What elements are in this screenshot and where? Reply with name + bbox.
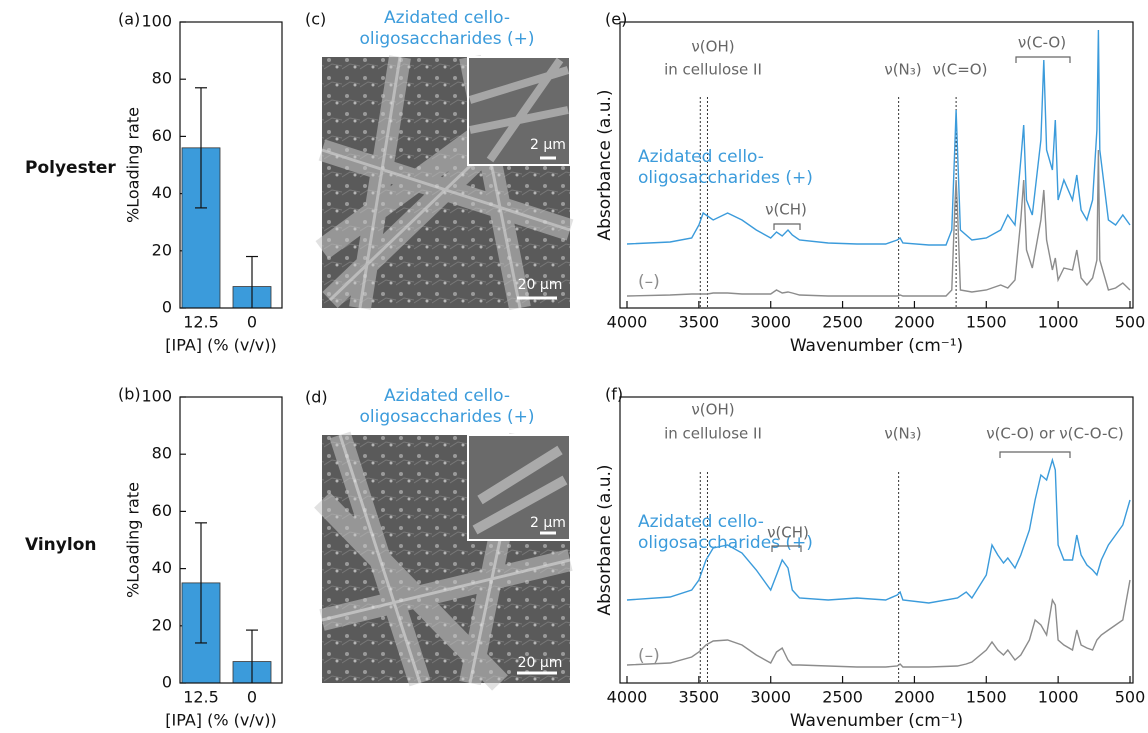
inset-scale-label: 2 μm — [530, 137, 566, 153]
annotation: in cellulose II — [664, 425, 762, 443]
spectrum-line — [626, 457, 1131, 604]
inset-scale-label: 2 μm — [530, 515, 566, 531]
x-axis-label: [IPA] (% (v/v)) — [165, 711, 276, 730]
axes-box — [619, 21, 1134, 309]
y-axis-label: %Loading rate — [124, 482, 143, 598]
annotation: ν(N₃) — [884, 61, 921, 79]
series-label: Azidated cello-oligosaccharides (+) — [638, 147, 813, 188]
x-tick-label: 0 — [247, 688, 257, 707]
x-tick-label: 500 — [1115, 688, 1146, 707]
annotation: ν(C-O) — [1018, 34, 1066, 52]
annotation: ν(N₃) — [884, 425, 921, 443]
x-tick-label: 12.5 — [183, 313, 219, 332]
series-label-text: Azidated cello-oligosaccharides (+) — [638, 512, 813, 553]
row-label: Vinylon — [25, 535, 96, 555]
sem-image — [314, 431, 573, 691]
y-tick-label: 100 — [141, 12, 172, 31]
row-label: Polyester — [25, 158, 116, 178]
y-tick-label: 80 — [152, 444, 172, 463]
error-bar — [195, 522, 207, 644]
axes-box — [179, 396, 283, 684]
annotation: ν(C=O) — [933, 61, 988, 79]
x-tick-label: 2500 — [822, 313, 863, 332]
x-tick-label: 2000 — [894, 313, 935, 332]
bracket — [771, 545, 802, 552]
y-tick-label: 0 — [162, 673, 172, 692]
x-axis-label: Wavenumber (cm⁻¹) — [790, 336, 963, 356]
panel-label: (d) — [305, 388, 328, 407]
spectrum-line — [626, 149, 1131, 297]
x-axis-label: [IPA] (% (v/v)) — [165, 336, 276, 355]
image-title-text: Azidated cello-oligosaccharides (+) — [359, 8, 535, 49]
x-tick-label: 2500 — [822, 688, 863, 707]
y-tick-label: 60 — [152, 501, 172, 520]
error-bar — [195, 87, 207, 209]
axes-box — [179, 21, 283, 309]
series-label-text: (–) — [638, 646, 660, 666]
series-label-text: Azidated cello-oligosaccharides (+) — [638, 147, 813, 188]
y-tick-label: 60 — [152, 126, 172, 145]
series-label: (–) — [638, 646, 660, 666]
error-bar — [246, 255, 258, 308]
x-tick-label: 12.5 — [183, 688, 219, 707]
panel-label: (b) — [118, 385, 141, 404]
x-tick-label: 0 — [247, 313, 257, 332]
x-tick-label: 1500 — [966, 313, 1007, 332]
annotation: ν(OH) — [691, 401, 734, 419]
series-label: (–) — [638, 272, 660, 292]
series-label-text: (–) — [638, 272, 660, 292]
spectrum-line — [626, 29, 1131, 246]
y-tick-label: 40 — [152, 558, 172, 577]
scale-label: 20 μm — [518, 655, 563, 671]
bracket — [1015, 56, 1071, 63]
spectrum-line — [626, 579, 1131, 668]
panel-label: (f) — [605, 385, 623, 404]
x-tick-label: 1000 — [1038, 313, 1079, 332]
x-tick-label: 4000 — [607, 688, 648, 707]
axes-box — [619, 396, 1134, 684]
y-tick-label: 80 — [152, 69, 172, 88]
bracket — [773, 223, 801, 230]
annotation: in cellulose II — [664, 61, 762, 79]
annotation: ν(CH) — [767, 524, 809, 542]
y-axis-label: %Loading rate — [124, 107, 143, 223]
panel-label: (a) — [118, 10, 140, 29]
y-tick-label: 0 — [162, 298, 172, 317]
x-tick-label: 3500 — [678, 313, 719, 332]
x-tick-label: 2000 — [894, 688, 935, 707]
image-title: Azidated cello-oligosaccharides (+) — [359, 386, 535, 427]
x-tick-label: 4000 — [607, 313, 648, 332]
series-label: Azidated cello-oligosaccharides (+) — [638, 512, 813, 553]
y-tick-label: 20 — [152, 240, 172, 259]
y-tick-label: 40 — [152, 183, 172, 202]
y-axis-label: Absorbance (a.u.) — [595, 89, 615, 240]
annotation: ν(CH) — [765, 201, 807, 219]
x-tick-label: 1000 — [1038, 688, 1079, 707]
scale-label: 20 μm — [518, 277, 563, 293]
y-tick-label: 20 — [152, 615, 172, 634]
y-axis-label: Absorbance (a.u.) — [595, 464, 615, 615]
annotation: ν(OH) — [691, 38, 734, 56]
x-axis-label: Wavenumber (cm⁻¹) — [790, 711, 963, 731]
image-title: Azidated cello-oligosaccharides (+) — [359, 8, 535, 49]
bracket — [999, 451, 1071, 458]
panel-label: (e) — [605, 10, 627, 29]
annotation: ν(C-O) or ν(C-O-C) — [986, 425, 1124, 443]
sem-image — [315, 54, 574, 311]
x-tick-label: 3500 — [678, 688, 719, 707]
panel-label: (c) — [305, 10, 326, 29]
x-tick-label: 500 — [1115, 313, 1146, 332]
x-tick-label: 3000 — [750, 688, 791, 707]
x-tick-label: 3000 — [750, 313, 791, 332]
x-tick-label: 1500 — [966, 688, 1007, 707]
y-tick-label: 100 — [141, 387, 172, 406]
image-title-text: Azidated cello-oligosaccharides (+) — [359, 386, 535, 427]
